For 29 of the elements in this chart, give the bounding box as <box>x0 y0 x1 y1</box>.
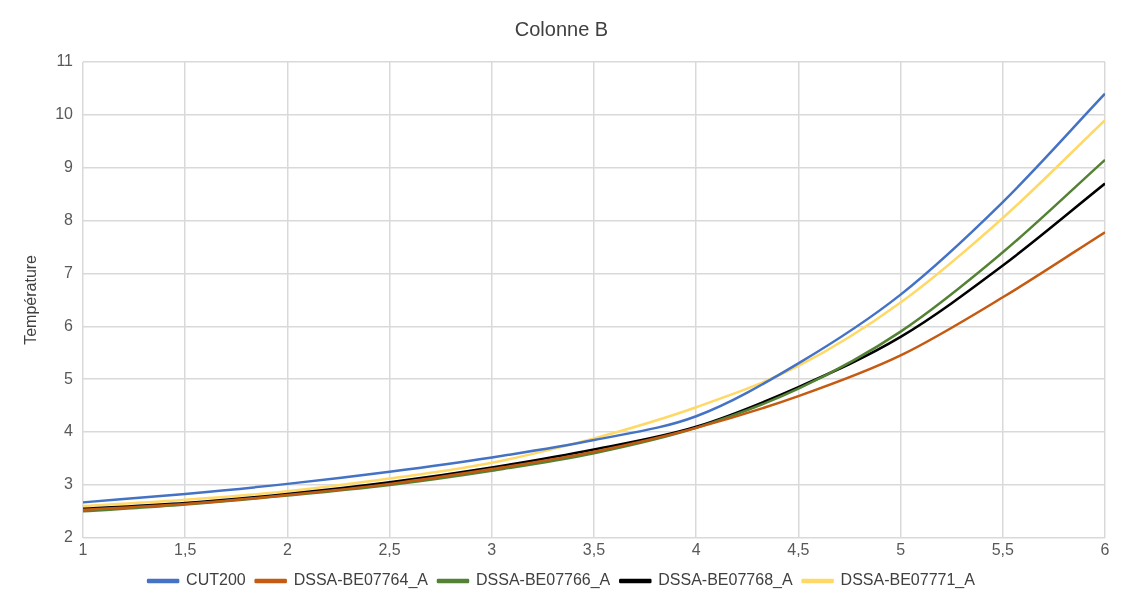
y-tick-label: 11 <box>56 52 74 70</box>
legend-label: DSSA-BE07764_A <box>293 571 429 590</box>
x-tick-label: 5,5 <box>991 540 1015 558</box>
x-tick-label: 6 <box>1100 540 1110 558</box>
chart-title: Colonne B <box>514 17 609 40</box>
y-tick-label: 4 <box>64 422 74 440</box>
x-tick-label: 2 <box>282 540 292 558</box>
x-tick-label: 3 <box>487 540 497 558</box>
y-tick-label: 5 <box>64 369 74 387</box>
y-tick-label: 8 <box>64 211 74 229</box>
line-series <box>83 230 1105 512</box>
legend-label: CUT200 <box>186 571 246 589</box>
y-axis-title: Température <box>22 254 40 345</box>
x-tick-label: 5 <box>896 540 906 558</box>
x-tick-label: 4 <box>691 540 701 558</box>
legend-label: DSSA-BE07771_A <box>840 571 976 590</box>
x-tick-label: 2,5 <box>378 540 401 558</box>
legend-label: DSSA-BE07768_A <box>658 571 793 590</box>
y-tick-label: 10 <box>55 105 74 123</box>
y-tick-label: 2 <box>64 528 74 546</box>
x-tick-label: 1,5 <box>174 540 197 558</box>
y-tick-label: 3 <box>64 475 74 493</box>
y-tick-label: 9 <box>64 158 74 176</box>
y-tick-label: 7 <box>64 263 74 281</box>
x-tick-label: 1 <box>78 540 88 558</box>
x-tick-label: 3,5 <box>582 540 606 558</box>
legend-label: DSSA-BE07766_A <box>475 571 611 590</box>
y-tick-label: 6 <box>64 316 74 334</box>
x-tick-label: 4,5 <box>787 540 810 558</box>
